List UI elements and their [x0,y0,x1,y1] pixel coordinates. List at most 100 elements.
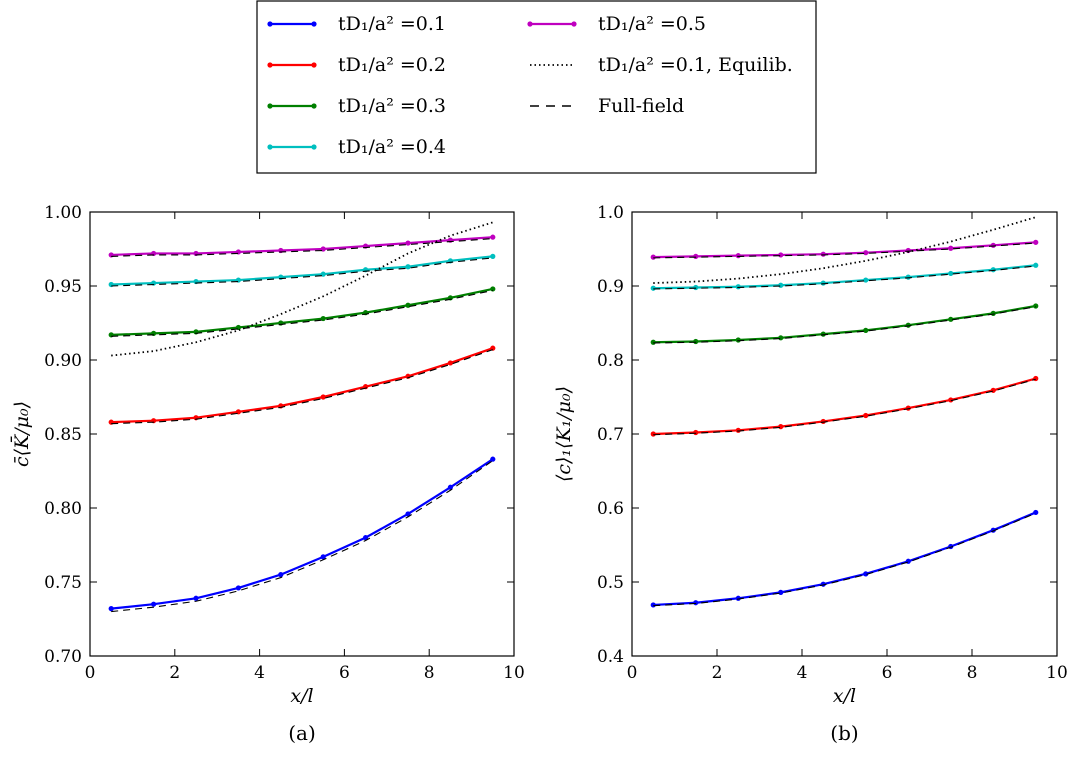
full-field-line [653,242,1036,259]
y-tick-label: 0.6 [597,499,624,519]
legend-label: Full-field [598,95,684,117]
data-point [948,397,954,403]
data-point [735,284,741,290]
data-point [490,286,496,292]
x-tick-label: 2 [712,663,723,683]
data-point [735,427,741,433]
x-axis-label: x/l [290,685,313,707]
data-point [820,331,826,337]
data-point [863,277,869,283]
legend-marker [527,21,533,27]
plot-area [650,216,1039,608]
data-point [1033,239,1039,245]
legend-entry: tD₁/a² =0.4 [267,136,446,158]
legend-label: tD₁/a² =0.2 [338,54,446,76]
legend-entry: tD₁/a² =0.2 [267,54,446,76]
equilibrium-line [111,221,494,357]
series-line [111,255,493,286]
x-tick-label: 6 [339,663,350,683]
x-tick-label: 4 [254,663,265,683]
full-field-line [111,460,494,613]
panel-caption: (a) [288,721,316,745]
full-field-line [653,512,1036,607]
data-point [320,554,326,560]
data-point [778,589,784,595]
legend-marker [311,21,317,27]
y-tick-label: 0.7 [597,425,624,445]
equilibrium-line [653,216,1037,284]
data-point [948,245,954,251]
data-point [490,345,496,351]
plot-frame [89,211,515,657]
data-point [405,511,411,517]
legend-label: tD₁/a² =0.5 [598,13,706,35]
data-point [990,387,996,393]
x-tick-label: 2 [169,663,180,683]
data-point [320,394,326,400]
data-point [693,338,699,345]
y-tick-label: 0.85 [44,425,82,445]
data-point [905,274,911,280]
series-line [111,236,493,257]
y-tick-label: 1.0 [597,203,624,223]
y-tick-label: 0.5 [597,573,624,593]
data-point [948,316,954,322]
data-point [650,431,656,437]
full-field-line [653,265,1036,290]
legend-entry: tD₁/a² =0.1 [267,13,446,35]
series-line [111,287,494,336]
legend-marker [267,62,273,68]
legend-entry: tD₁/a² =0.1, Equilib. [530,54,793,76]
legend-label: tD₁/a² =0.4 [338,136,446,158]
data-point [447,484,453,490]
full-field-line [111,349,493,425]
data-point [108,606,114,612]
data-point [320,315,326,322]
legend-marker [311,62,317,68]
data-point [778,424,784,430]
x-axis-label: x/l [833,685,856,707]
y-axis-label: ⟨c⟩₁⟨K₁/μ₀⟩ [553,386,575,482]
data-point [235,585,241,591]
chart-panel-a: 0 2 4 6 8 10 0.70 0.75 0.80 0.85 0.90 0.95 1.00 x/l c̄… [10,203,525,745]
legend-label: tD₁/a² =0.1 [338,13,446,35]
data-point [820,251,826,257]
data-point [490,234,496,240]
series-line [653,264,1036,290]
data-point [363,535,369,541]
legend-entry: tD₁/a² =0.5 [527,13,706,35]
data-point [405,264,411,270]
full-field-line [653,306,1036,344]
legend-label: tD₁/a² =0.3 [338,95,446,117]
data-point [948,270,954,277]
data-point [778,252,784,258]
y-tick-label: 0.95 [44,277,82,297]
series-line [111,347,494,424]
data-point [990,310,996,316]
data-point [650,602,656,608]
data-point [863,250,869,256]
y-tick-label: 0.75 [44,573,82,593]
data-point [820,280,826,286]
y-tick-label: 0.90 [44,351,82,371]
legend-marker [267,144,273,150]
legend: tD₁/a² =0.1 tD₁/a² =0.2 tD₁/a² =0.3 tD₁/a² … [256,0,817,174]
data-point [863,327,869,333]
data-point [490,456,496,462]
data-point [693,600,699,606]
x-tick-label: 8 [424,663,435,683]
x-tick-label: 10 [503,663,525,683]
data-point [735,253,741,259]
data-point [650,285,656,291]
data-point [1033,375,1039,382]
data-point [151,601,157,607]
legend-entry: tD₁/a² =0.3 [267,95,446,117]
data-point [650,254,656,260]
x-tick-label: 0 [85,663,96,683]
legend-marker [267,103,273,109]
data-point [405,240,411,246]
data-point [778,282,784,288]
y-tick-label: 0.9 [597,277,624,297]
data-point [650,339,656,345]
